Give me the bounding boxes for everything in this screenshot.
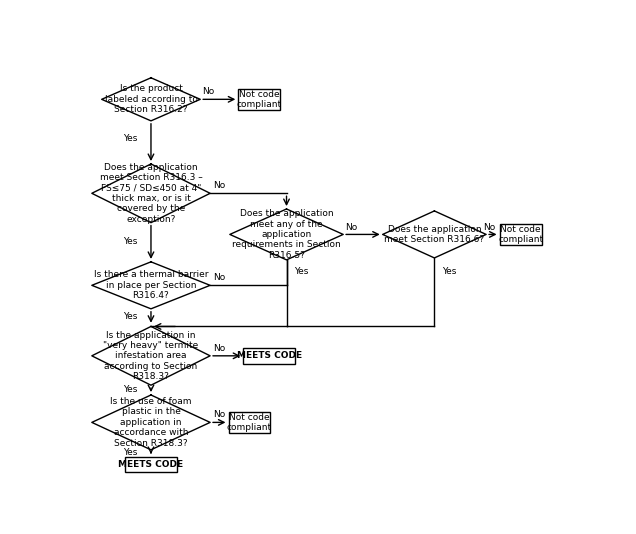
Text: Is the use of foam
plastic in the
application in
accordance with
Section R318.3?: Is the use of foam plastic in the applic… bbox=[110, 397, 191, 447]
Text: Not code
compliant: Not code compliant bbox=[237, 90, 282, 109]
Text: Yes: Yes bbox=[123, 448, 137, 457]
Text: Not code
compliant: Not code compliant bbox=[498, 225, 543, 244]
Text: Not code
compliant: Not code compliant bbox=[227, 413, 272, 432]
Text: MEETS CODE: MEETS CODE bbox=[237, 351, 302, 360]
Text: No: No bbox=[214, 273, 226, 282]
Text: Is there a thermal barrier
in place per Section
R316.4?: Is there a thermal barrier in place per … bbox=[93, 270, 208, 300]
Text: Does the application
meet Section R316.6?: Does the application meet Section R316.6… bbox=[384, 225, 485, 244]
FancyBboxPatch shape bbox=[244, 348, 295, 364]
Text: No: No bbox=[214, 344, 226, 352]
Text: No: No bbox=[214, 410, 226, 419]
Text: Yes: Yes bbox=[294, 267, 308, 276]
Text: MEETS CODE: MEETS CODE bbox=[118, 460, 184, 469]
Text: Does the application
meet any of the
application
requirements in Section
R316.5?: Does the application meet any of the app… bbox=[232, 209, 341, 260]
Text: Yes: Yes bbox=[442, 267, 456, 276]
FancyBboxPatch shape bbox=[228, 412, 270, 433]
Text: Is the product
labeled according to
Section R316.2?: Is the product labeled according to Sect… bbox=[104, 84, 197, 114]
FancyBboxPatch shape bbox=[125, 457, 177, 472]
FancyBboxPatch shape bbox=[238, 89, 280, 110]
Text: Yes: Yes bbox=[123, 134, 137, 143]
Text: Yes: Yes bbox=[123, 386, 137, 395]
Text: No: No bbox=[345, 223, 357, 232]
Text: Yes: Yes bbox=[123, 312, 137, 321]
FancyBboxPatch shape bbox=[500, 224, 542, 245]
Text: No: No bbox=[214, 181, 226, 190]
Text: No: No bbox=[202, 87, 215, 96]
Text: Is the application in
"very heavy" termite
infestation area
according to Section: Is the application in "very heavy" termi… bbox=[103, 331, 198, 381]
Text: Does the application
meet Section R316.3 –
FS≤75 / SD≤450 at 4"
thick max, or is: Does the application meet Section R316.3… bbox=[100, 163, 202, 224]
Text: Yes: Yes bbox=[123, 237, 137, 246]
Text: No: No bbox=[483, 223, 495, 232]
